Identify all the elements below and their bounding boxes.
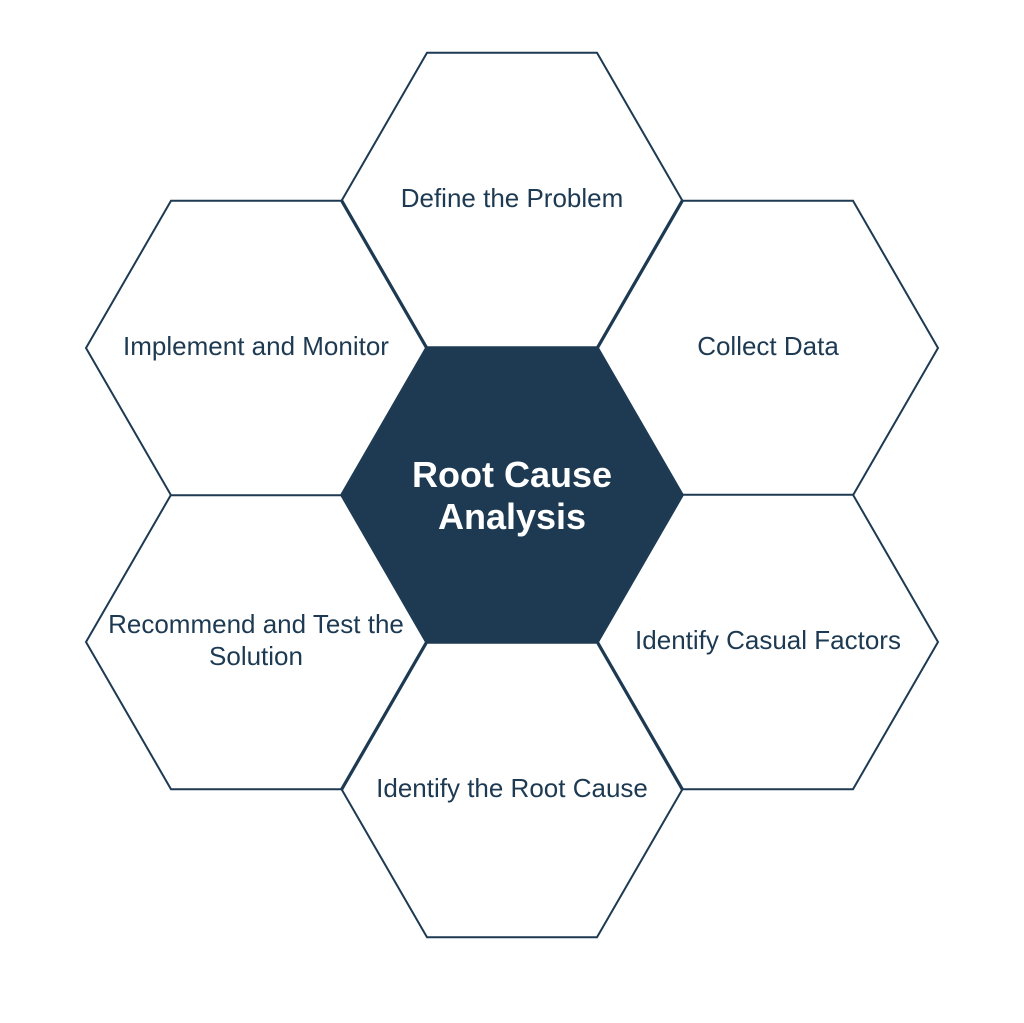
hexagons-layer: Define the Problem Collect Data Identify C… <box>86 53 938 937</box>
hex-label-identify-root-cause: Identify the Root Cause <box>376 773 648 803</box>
hex-label-define-problem: Define the Problem <box>401 183 624 213</box>
hex-label-identify-factors: Identify Casual Factors <box>635 625 901 655</box>
center-title: Root CauseAnalysis <box>412 454 612 537</box>
hex-label-implement-monitor: Implement and Monitor <box>123 331 389 361</box>
hex-label-collect-data: Collect Data <box>697 331 839 361</box>
root-cause-diagram: Define the Problem Collect Data Identify C… <box>0 0 1024 1023</box>
